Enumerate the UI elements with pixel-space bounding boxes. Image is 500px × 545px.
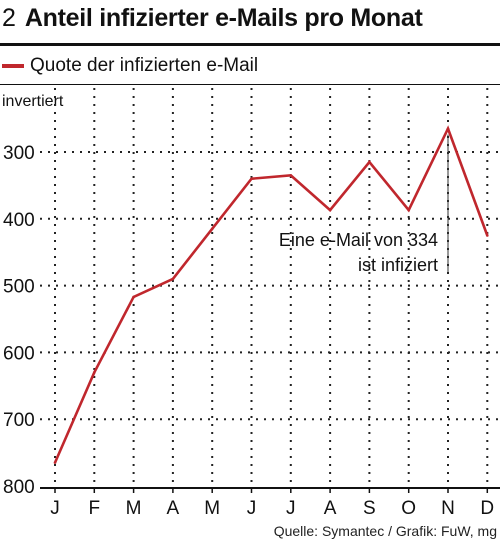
data-point: [328, 208, 332, 212]
data-point: [53, 461, 57, 464]
legend: Quote der infizierten e-Mail: [2, 55, 258, 77]
y-tick-label: 500: [3, 277, 35, 298]
data-point: [132, 295, 135, 299]
annotation: Eine e-Mail von 334 ist infiziert: [279, 134, 449, 275]
source-credit: Quelle: Symantec / Grafik: FuW, mg: [273, 523, 497, 539]
data-point: [368, 160, 371, 164]
y-tick-label: 800: [3, 477, 35, 498]
x-tick-label: S: [363, 498, 376, 519]
x-tick-label: O: [401, 498, 416, 519]
legend-rule: [0, 84, 500, 85]
data-point: [250, 177, 253, 181]
figure-number: 2: [2, 4, 16, 32]
y-tick-label: 300: [3, 143, 35, 164]
x-tick-label: A: [324, 498, 337, 519]
series-layer: [53, 125, 489, 464]
x-tick-label: A: [167, 498, 180, 519]
y-tick-label: 700: [3, 410, 35, 431]
data-point: [93, 371, 96, 374]
x-tick-label: N: [441, 498, 455, 519]
series-line: [53, 125, 489, 464]
x-tick-label: J: [286, 498, 296, 519]
x-tick-label: J: [247, 498, 257, 519]
x-tick-label: J: [50, 498, 60, 519]
grid: [40, 88, 500, 488]
y-axis-unit-label: invertiert: [2, 93, 64, 110]
legend-swatch: [2, 64, 24, 68]
y-tick-label: 600: [3, 343, 35, 364]
legend-label: Quote der infizierten e-Mail: [30, 55, 259, 76]
data-point: [210, 227, 214, 231]
x-tick-label: F: [88, 498, 100, 519]
y-tick-label: 400: [3, 210, 35, 231]
axes: 300 400 500 600 700 800 J F M A M J J A S O N D: [3, 143, 500, 519]
annotation-text-line1: Eine e-Mail von 334: [279, 230, 438, 250]
data-point: [446, 127, 450, 130]
title-row: 2 Anteil infizierter e-Mails pro Monat: [2, 4, 423, 40]
x-tick-label: D: [480, 498, 494, 519]
data-point: [289, 174, 293, 177]
data-point: [407, 208, 411, 212]
title-rule: [0, 43, 500, 46]
x-tick-label: M: [204, 498, 220, 519]
data-point: [171, 277, 175, 281]
chart-title: Anteil infizierter e-Mails pro Monat: [24, 4, 423, 32]
data-point: [486, 234, 489, 237]
annotation-text-line2: ist infiziert: [358, 255, 438, 275]
x-tick-label: M: [126, 498, 142, 519]
